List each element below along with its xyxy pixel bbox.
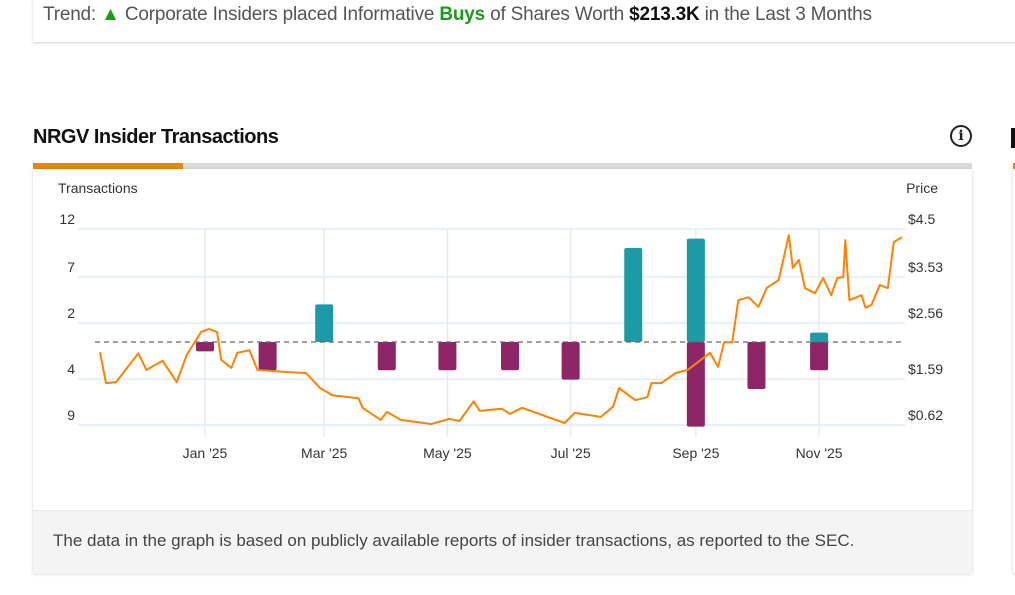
tab-bar (33, 163, 972, 169)
sell-bar (747, 342, 766, 389)
right-tick-label: $1.59 (908, 361, 943, 377)
footer-note: The data in the graph is based on public… (53, 531, 855, 550)
chart-card: The data in the graph is based on public… (33, 169, 972, 574)
left-tick-label: 12 (59, 211, 75, 227)
sell-bar (561, 342, 580, 380)
sell-bar (810, 342, 829, 371)
buy-bar (810, 332, 829, 342)
x-tick-label: Sep '25 (672, 445, 719, 461)
right-tick-label: $3.53 (908, 259, 943, 275)
chart-title: NRGV Insider Transactions (33, 126, 279, 148)
info-icon[interactable]: i (950, 125, 972, 147)
trend-text-3: in the Last 3 Months (704, 4, 872, 25)
left-axis-label: Transactions (58, 180, 138, 196)
left-tick-label: 4 (67, 361, 75, 377)
x-tick-label: Nov '25 (796, 445, 843, 461)
tab-indicator-active[interactable] (33, 163, 183, 169)
x-tick-label: Mar '25 (301, 445, 347, 461)
x-tick-label: Jul '25 (551, 445, 591, 461)
chart-footer: The data in the graph is based on public… (33, 510, 972, 574)
right-tick-label: $4.5 (908, 211, 935, 227)
next-card-tab-bar (1013, 163, 1015, 169)
sell-bar (686, 342, 705, 427)
left-tick-label: 2 (67, 305, 75, 321)
trend-text-1: Corporate Insiders placed Informative (124, 4, 435, 25)
price-line (99, 234, 903, 425)
right-axis-label: Price (906, 180, 938, 196)
trend-prefix: Trend: (43, 4, 97, 25)
next-card-title (1011, 128, 1015, 148)
sell-bar (501, 342, 520, 371)
next-card (1013, 169, 1015, 573)
trend-text-2: of Shares Worth (490, 4, 625, 25)
buy-bar (315, 304, 334, 342)
sell-bar (258, 342, 277, 371)
x-tick-label: May '25 (423, 445, 472, 461)
trend-buys: Buys (439, 4, 485, 25)
sell-bar (438, 342, 457, 371)
right-tick-label: $2.56 (908, 305, 943, 321)
trend-text: Trend: ▲ Corporate Insiders placed Infor… (43, 4, 872, 26)
buy-bar (624, 248, 643, 342)
left-tick-label: 9 (67, 407, 75, 423)
left-tick-label: 7 (67, 259, 75, 275)
sell-bar (196, 342, 214, 352)
trend-banner: Trend: ▲ Corporate Insiders placed Infor… (33, 0, 1015, 42)
trend-up-arrow-icon: ▲ (101, 4, 120, 25)
x-tick-label: Jan '25 (183, 445, 228, 461)
buy-bar (686, 238, 705, 342)
sell-bar (377, 342, 396, 371)
trend-amount: $213.3K (629, 4, 700, 25)
right-tick-label: $0.62 (908, 407, 943, 423)
